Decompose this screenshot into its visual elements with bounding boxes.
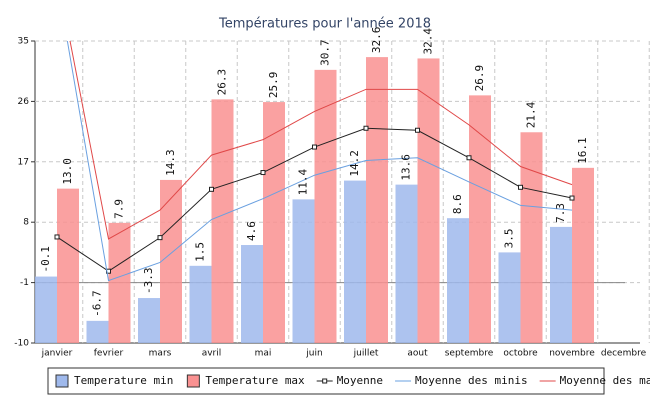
bar bbox=[211, 99, 234, 344]
x-tick-label: novembre bbox=[549, 349, 595, 359]
value-label: 21.4 bbox=[525, 101, 538, 128]
value-label: 13.6 bbox=[400, 154, 413, 181]
y-tick-label: 35 bbox=[18, 37, 29, 47]
legend: Temperature min Temperature max Moyenne Moy… bbox=[55, 374, 650, 388]
point bbox=[466, 155, 472, 161]
y-tick-label: 26 bbox=[18, 97, 30, 107]
value-label: -0.1 bbox=[39, 246, 52, 273]
bar bbox=[35, 276, 57, 343]
value-label: 7.3 bbox=[554, 203, 567, 223]
value-label: -3.3 bbox=[142, 268, 155, 295]
bar bbox=[344, 180, 366, 343]
bar bbox=[292, 199, 315, 343]
bar bbox=[86, 320, 109, 343]
value-label: 8.6 bbox=[451, 194, 464, 214]
bar bbox=[108, 222, 131, 343]
value-label: 4.6 bbox=[245, 221, 258, 241]
bar bbox=[138, 298, 160, 343]
value-label: 3.5 bbox=[503, 229, 516, 249]
bar bbox=[160, 179, 182, 343]
bar bbox=[241, 245, 263, 343]
point bbox=[518, 184, 523, 190]
x-tick-label: avril bbox=[202, 349, 222, 359]
chart-title: Températures pour l'année 2018 bbox=[218, 17, 431, 32]
point bbox=[209, 186, 214, 192]
legend-label: Moyenne bbox=[337, 374, 383, 387]
bar bbox=[189, 265, 212, 343]
value-label: 11.4 bbox=[297, 169, 310, 196]
bar bbox=[417, 58, 440, 344]
point bbox=[415, 127, 420, 133]
line bbox=[69, 41, 573, 240]
legend-label: Temperature max bbox=[205, 374, 305, 387]
labels: -0.1 -6.7 -3.3 1.5 4.6 11.4 14.2 13.6 8.6 3.5 7.3 1… bbox=[39, 27, 589, 317]
x-tick-label: juillet bbox=[353, 349, 379, 359]
value-label: 14.3 bbox=[164, 149, 177, 176]
value-label: 25.9 bbox=[267, 72, 280, 99]
legend-marker bbox=[322, 378, 328, 384]
y-tick-label: 8 bbox=[23, 218, 29, 228]
value-label: 32.6 bbox=[370, 27, 383, 54]
point bbox=[54, 234, 60, 240]
value-label: -6.7 bbox=[91, 290, 104, 317]
bar bbox=[57, 188, 79, 343]
x-tick-label: decembre bbox=[601, 349, 647, 359]
bar bbox=[498, 252, 521, 343]
value-label: 26.9 bbox=[473, 65, 486, 92]
value-label: 32.4 bbox=[422, 28, 435, 55]
legend-label: Moyenne des maxis bbox=[560, 374, 650, 387]
bar bbox=[520, 132, 543, 343]
bar bbox=[263, 102, 285, 344]
x-tick-label: janvier bbox=[41, 349, 73, 359]
x-tick-label: mars bbox=[149, 349, 172, 359]
bar bbox=[447, 218, 469, 343]
bar bbox=[314, 69, 337, 343]
bar bbox=[366, 57, 388, 344]
lines bbox=[54, 41, 575, 282]
bar bbox=[550, 226, 572, 343]
y-tick-label: -1 bbox=[20, 278, 29, 288]
y-tick-label: -10 bbox=[14, 339, 29, 349]
bar bbox=[572, 167, 594, 343]
legend-swatch bbox=[55, 374, 69, 388]
x-tick-label: octobre bbox=[503, 349, 538, 359]
line bbox=[66, 41, 573, 282]
legend-label: Moyenne des minis bbox=[415, 374, 528, 387]
value-label: 30.7 bbox=[319, 39, 332, 66]
value-label: 13.0 bbox=[61, 158, 74, 185]
point bbox=[569, 195, 575, 201]
bar bbox=[469, 95, 491, 343]
point bbox=[260, 170, 266, 176]
legend-label: Temperature min bbox=[74, 374, 173, 387]
value-label: 16.1 bbox=[576, 137, 589, 164]
point bbox=[157, 235, 163, 241]
x-tick-label: juin bbox=[305, 349, 322, 359]
x-tick-label: septembre bbox=[445, 349, 494, 359]
value-label: 14.2 bbox=[348, 150, 361, 177]
y-tick-label: 17 bbox=[18, 157, 29, 167]
point bbox=[312, 144, 317, 150]
x-tick-label: aout bbox=[407, 349, 428, 359]
point bbox=[363, 125, 369, 131]
value-label: 26.3 bbox=[216, 69, 229, 96]
value-label: 7.9 bbox=[113, 199, 126, 219]
legend-swatch bbox=[186, 374, 200, 388]
x-tick-label: mai bbox=[255, 349, 272, 359]
x-tick-label: fevrier bbox=[94, 349, 124, 359]
bar bbox=[395, 184, 418, 343]
value-label: 1.5 bbox=[194, 242, 207, 262]
